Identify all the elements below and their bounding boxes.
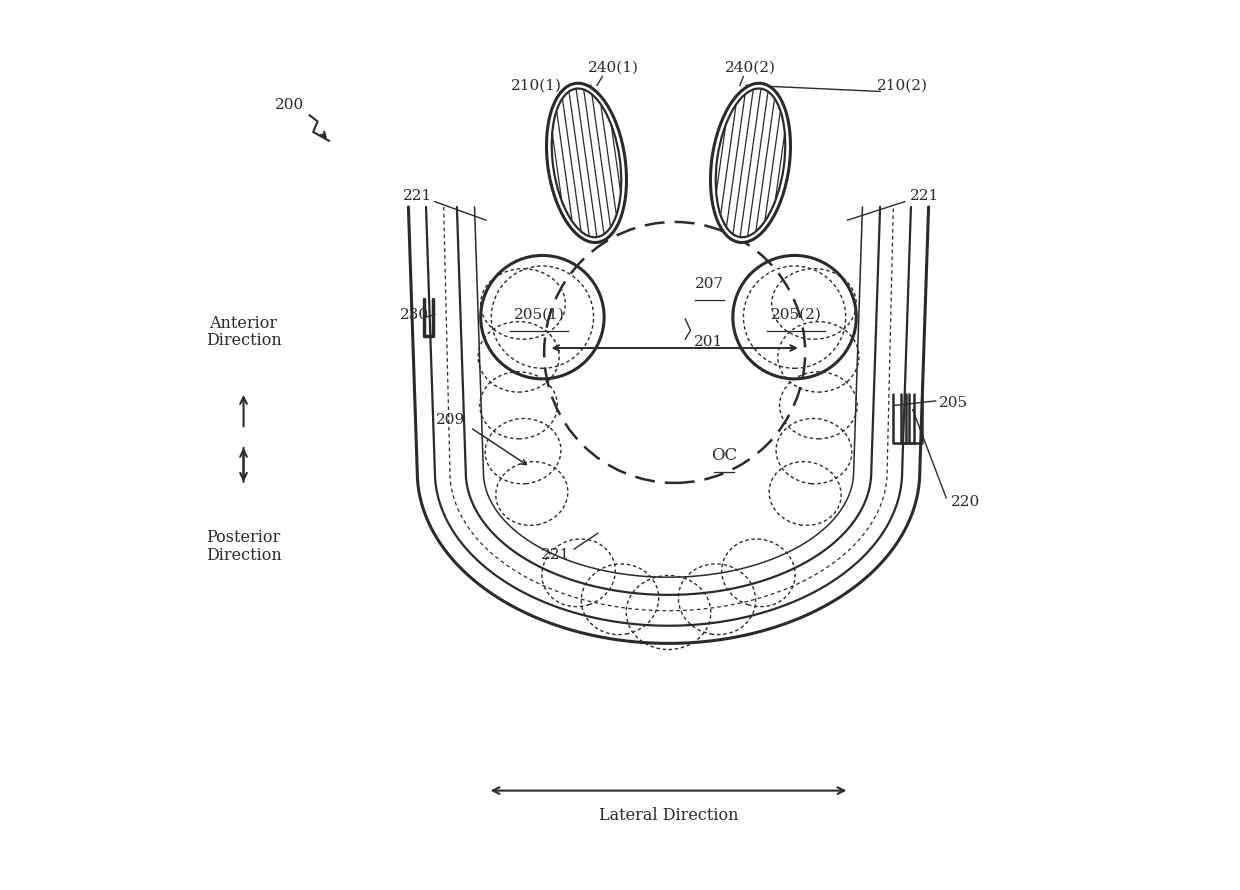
Text: 201: 201 [693, 335, 723, 349]
Ellipse shape [547, 84, 626, 242]
Text: 205(2): 205(2) [771, 308, 822, 321]
Text: Posterior: Posterior [206, 529, 280, 546]
Text: 205(1): 205(1) [513, 308, 564, 321]
Text: 207: 207 [696, 277, 724, 291]
Text: 209: 209 [436, 413, 465, 427]
Text: Direction: Direction [206, 546, 281, 563]
Text: 200: 200 [275, 98, 304, 111]
Text: 230: 230 [399, 308, 429, 321]
Text: 221: 221 [541, 548, 570, 562]
Text: OC: OC [711, 447, 737, 464]
Text: 240(2): 240(2) [725, 61, 776, 75]
Ellipse shape [552, 88, 621, 238]
Text: 210(2): 210(2) [877, 78, 928, 93]
Text: 220: 220 [951, 496, 980, 509]
Text: 221: 221 [403, 190, 432, 204]
Text: Lateral Direction: Lateral Direction [599, 807, 738, 824]
Ellipse shape [715, 88, 785, 238]
Text: 221: 221 [910, 190, 939, 204]
Text: Anterior: Anterior [210, 315, 278, 332]
Text: 205: 205 [939, 396, 968, 409]
Text: Direction: Direction [206, 333, 281, 350]
Text: 240(1): 240(1) [588, 61, 639, 75]
Ellipse shape [711, 84, 790, 242]
Text: 210(1): 210(1) [511, 78, 562, 93]
